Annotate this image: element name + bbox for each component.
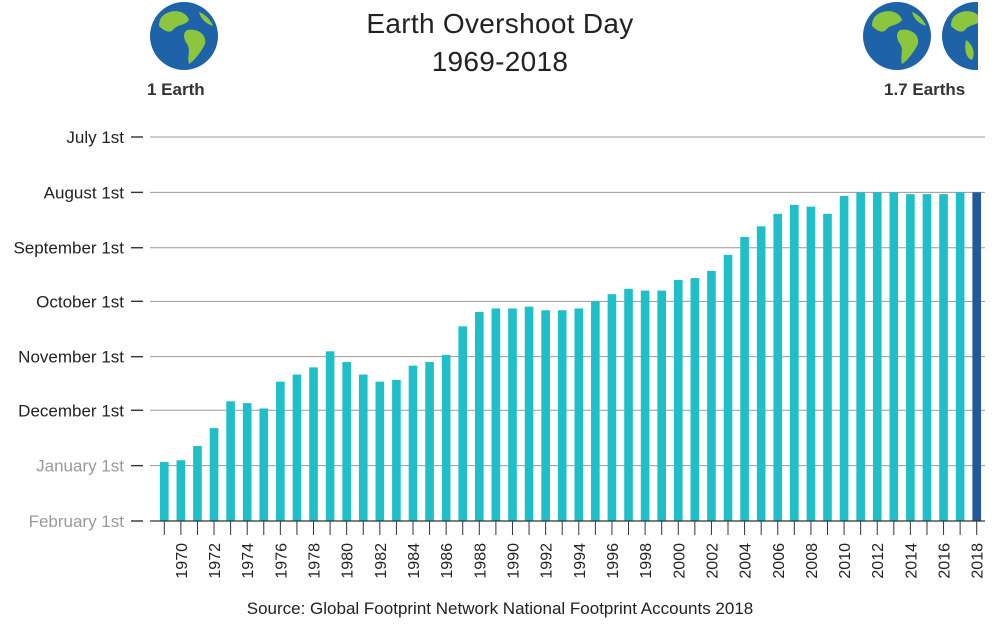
bar-1995 <box>591 301 600 521</box>
bar-1984 <box>408 365 418 521</box>
bar-1985 <box>425 362 434 521</box>
bar-1982 <box>375 381 385 521</box>
bar-1981 <box>358 374 368 521</box>
x-tick-label: 1978 <box>307 543 324 579</box>
bar-1998 <box>640 290 650 521</box>
bar-1997 <box>624 288 633 521</box>
x-tick-label: 1982 <box>373 543 390 579</box>
x-tick-label: 2012 <box>870 543 887 579</box>
source-note: Source: Global Footprint Network Nationa… <box>246 599 754 618</box>
bar-1975 <box>259 408 269 521</box>
x-tick-label: 1972 <box>207 543 224 579</box>
x-tick-label: 1986 <box>439 543 456 579</box>
bar-1988 <box>474 312 484 521</box>
y-tick-label: February 1st <box>29 512 125 531</box>
y-tick-label: September 1st <box>13 239 124 258</box>
bar-1978 <box>309 367 318 521</box>
bar-1983 <box>392 379 401 521</box>
bar-1999 <box>657 290 667 521</box>
bar-1980 <box>342 362 351 521</box>
x-tick-label: 2004 <box>738 543 755 579</box>
x-tick-label: 1994 <box>572 543 589 579</box>
x-tick-label: 1998 <box>638 543 655 579</box>
bar-1990 <box>508 308 517 521</box>
x-tick-label: 1970 <box>174 543 191 579</box>
bar-2014 <box>906 194 915 521</box>
bar-2017 <box>955 192 965 522</box>
bar-1972 <box>209 428 219 521</box>
bar-1989 <box>491 308 501 521</box>
earth-globes-icon <box>863 2 978 70</box>
x-tick-label: 1992 <box>539 543 556 579</box>
x-tick-label: 1976 <box>273 543 290 579</box>
x-tick-label: 1980 <box>340 543 357 579</box>
x-tick-label: 2002 <box>704 543 721 579</box>
bar-1992 <box>541 310 550 521</box>
bar-2002 <box>707 270 716 521</box>
bar-1969 <box>159 462 169 521</box>
bar-2001 <box>690 278 700 521</box>
x-tick-label: 2010 <box>837 543 854 579</box>
bar-2000 <box>673 279 683 521</box>
bar-2012 <box>872 192 882 522</box>
bar-2003 <box>723 254 733 521</box>
one-earth-label: 1 Earth <box>147 80 205 99</box>
x-tick-label: 2014 <box>903 543 920 579</box>
x-tick-label: 1988 <box>472 543 489 579</box>
x-tick-label: 1984 <box>406 543 423 579</box>
bar-2009 <box>823 213 832 522</box>
bar-1979 <box>325 351 335 521</box>
bar-2015 <box>922 194 932 521</box>
bar-2010 <box>839 195 849 522</box>
earth-globe-icon <box>150 2 218 70</box>
bar-1971 <box>193 445 202 521</box>
y-tick-label: November 1st <box>18 348 124 367</box>
bar-2005 <box>756 226 766 522</box>
bar-2008 <box>806 206 816 521</box>
y-tick-label: July 1st <box>66 128 124 147</box>
bar-1993 <box>557 310 567 521</box>
bar-1970 <box>176 460 186 521</box>
bar-1994 <box>574 308 584 521</box>
bar-1976 <box>276 381 285 521</box>
bar-1996 <box>607 294 617 521</box>
bar-2018 <box>972 192 982 522</box>
bar-1977 <box>292 374 302 521</box>
bar-2013 <box>889 192 899 522</box>
y-tick-label: January 1st <box>36 457 124 476</box>
x-tick-label: 2018 <box>970 543 987 579</box>
bar-2004 <box>740 237 749 521</box>
x-tick-label: 2000 <box>671 543 688 579</box>
x-tick-label: 2006 <box>771 543 788 579</box>
bar-1973 <box>226 401 235 521</box>
y-tick-label: August 1st <box>44 183 125 202</box>
y-tick-label: October 1st <box>36 292 124 311</box>
bar-2007 <box>790 204 799 522</box>
bar-1987 <box>458 326 468 521</box>
x-tick-label: 2016 <box>937 543 954 579</box>
chart-title-line1: Earth Overshoot Day <box>366 8 634 39</box>
bar-2006 <box>773 213 783 522</box>
x-tick-label: 1996 <box>605 543 622 579</box>
chart-title-line2: 1969-2018 <box>431 46 569 77</box>
y-tick-label: December 1st <box>18 401 124 420</box>
x-tick-label: 1990 <box>505 543 522 579</box>
x-tick-label: 2008 <box>804 543 821 579</box>
bar-1974 <box>242 403 252 521</box>
bar-1986 <box>441 354 451 521</box>
one-point-seven-earths-label: 1.7 Earths <box>884 80 966 99</box>
bar-2016 <box>939 194 948 521</box>
bar-1991 <box>524 306 534 521</box>
bar-2011 <box>856 192 865 522</box>
x-tick-label: 1974 <box>240 543 257 579</box>
